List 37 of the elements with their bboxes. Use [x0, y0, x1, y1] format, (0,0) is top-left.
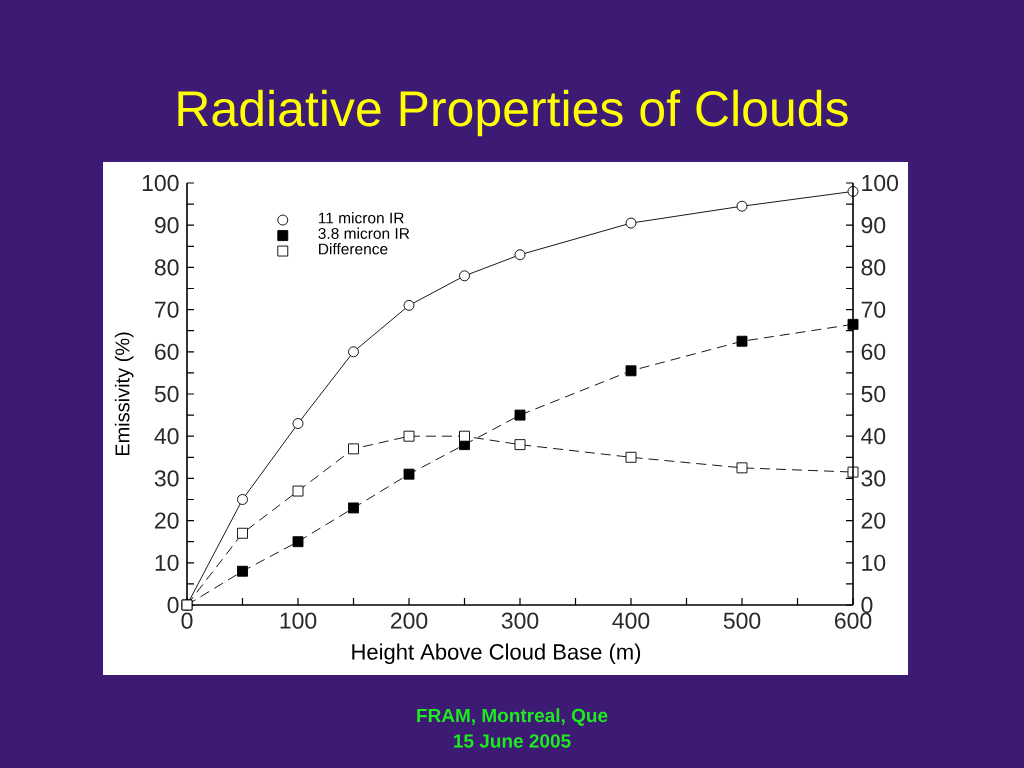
legend-label: 3.8 micron IR [318, 227, 410, 239]
x-tick-label: 0 [181, 612, 193, 629]
legend-label: 11 micron IR [318, 212, 404, 224]
y-tick-label: 70 [155, 301, 179, 318]
y2-tick-label: 10 [862, 554, 886, 571]
y2-tick-label: 20 [861, 512, 886, 529]
y2-tick-label: 60 [861, 343, 886, 360]
x-axis-title: Height Above Cloud Base (m) [352, 643, 641, 665]
y-tick-label: 20 [155, 512, 179, 529]
y-tick-label: 60 [155, 343, 179, 360]
y-tick-label: 100 [142, 174, 179, 192]
y2-tick-label: 100 [862, 174, 899, 192]
y-tick-label: 30 [154, 470, 179, 487]
y-tick-label: 40 [154, 428, 179, 445]
y2-tick-label: 80 [861, 259, 886, 276]
x-tick-label: 400 [612, 612, 650, 629]
x-tick-label: 300 [501, 612, 539, 629]
y2-tick-label: 50 [861, 385, 886, 403]
chart-title: Radiative Properties of Clouds [178, 89, 848, 137]
y-tick-label: 90 [154, 217, 179, 234]
y-tick-label: 10 [155, 554, 179, 571]
x-tick-label: 500 [723, 612, 761, 629]
x-tick-label: 100 [280, 612, 317, 629]
y-tick-label: 80 [154, 259, 179, 276]
text: FRAM, Montreal, Que [417, 708, 608, 726]
y2-tick-label: 40 [861, 428, 886, 445]
x-tick-label: 600 [834, 612, 872, 629]
y2-tick-label: 30 [861, 470, 886, 487]
y2-tick-label: 0 [861, 596, 873, 614]
y-axis-title: Emissivity (%) [114, 332, 134, 456]
y-tick-label: 50 [154, 385, 179, 403]
text: 15 June 2005 [454, 734, 571, 748]
x-tick-label: 200 [390, 612, 428, 629]
y-tick-label: 0 [167, 596, 179, 614]
y2-tick-label: 70 [861, 301, 886, 318]
legend-label: Difference [319, 243, 388, 255]
y2-tick-label: 90 [861, 217, 886, 234]
